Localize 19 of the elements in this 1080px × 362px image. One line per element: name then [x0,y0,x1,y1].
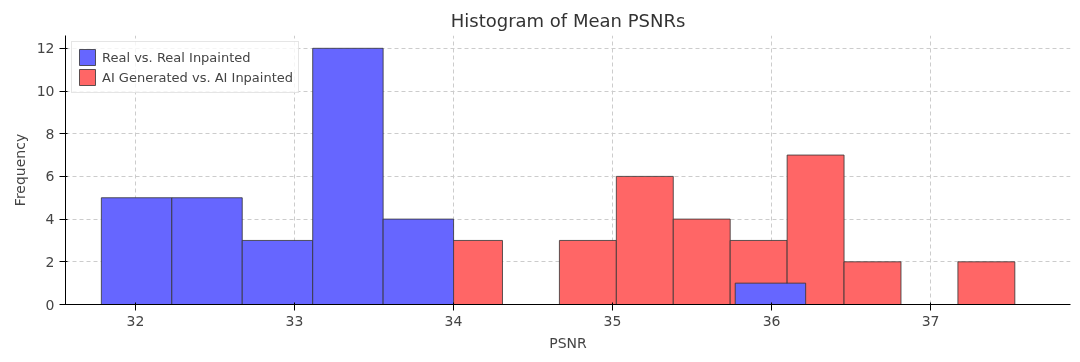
y-axis-title: Frequency [11,133,28,207]
x-tick-label: 34 [444,312,463,329]
x-tick-label: 32 [126,312,145,329]
legend-label: Real vs. Real Inpainted [102,49,251,65]
x-tick-label: 37 [921,312,940,329]
x-tick-label: 33 [285,312,304,329]
y-tick-label: 6 [45,168,55,185]
y-tick-label: 8 [45,125,55,142]
bar [957,261,1016,305]
y-tick-label: 12 [36,40,55,57]
x-tick-label: 36 [762,312,781,329]
chart-title: Histogram of Mean PSNRs [450,9,686,31]
y-tick-label: 4 [45,211,55,228]
y-tick-label: 10 [36,83,55,100]
y-tick-label: 0 [45,296,55,313]
legend-label: AI Generated vs. AI Inpainted [102,69,294,85]
x-tick-label: 35 [603,312,622,329]
y-tick-label: 2 [45,253,55,270]
x-axis-title: PSNR [549,334,588,351]
